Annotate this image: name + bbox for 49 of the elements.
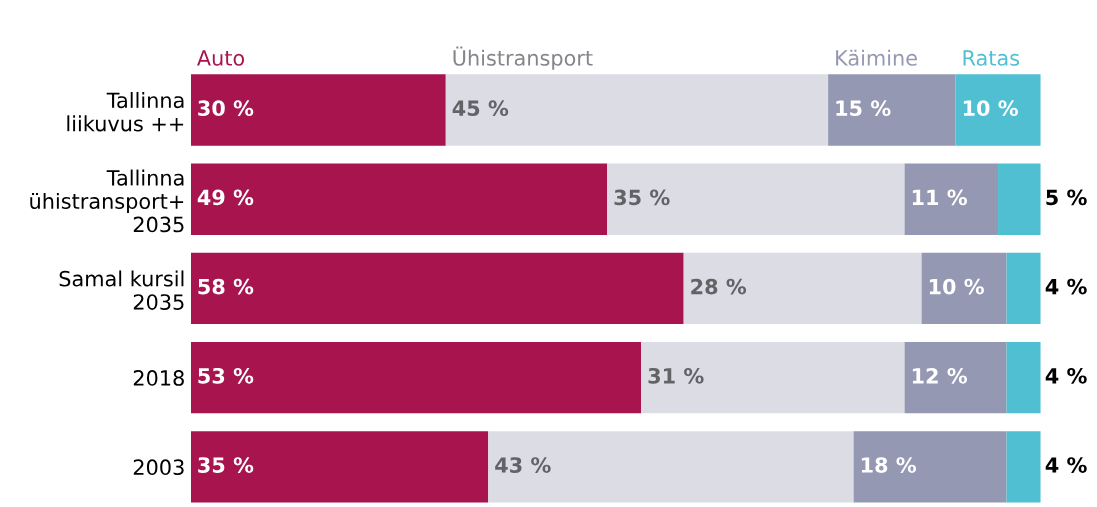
bar <box>1006 431 1041 503</box>
bar <box>921 252 1007 325</box>
data-label: 4 % <box>1045 278 1087 295</box>
data-label: 30 % <box>198 100 254 117</box>
bar <box>190 163 608 235</box>
data-label: 35 % <box>198 457 254 473</box>
data-label: 35 % <box>614 189 670 206</box>
data-label: 11 % <box>912 189 967 206</box>
bar <box>488 431 854 503</box>
bar <box>853 431 1007 503</box>
data-label: 49 % <box>197 189 254 206</box>
bar <box>1006 341 1041 414</box>
series-label: Auto <box>196 50 245 66</box>
y-tick-label: 2003 <box>133 459 184 476</box>
bar <box>955 74 1041 146</box>
bar <box>190 431 489 503</box>
bar <box>828 74 956 146</box>
bar <box>607 163 905 235</box>
bar <box>998 163 1041 235</box>
data-label: 5 % <box>1046 189 1087 206</box>
data-label: 4 % <box>1045 457 1087 473</box>
bar <box>190 74 446 146</box>
series-label: Käimine <box>836 49 917 66</box>
data-label: 15 % <box>836 100 891 117</box>
bar <box>904 341 1007 414</box>
bar <box>190 252 684 325</box>
data-label: 10 % <box>963 100 1018 117</box>
bar <box>190 341 642 414</box>
y-tick-label: Samal kursil 2035 <box>59 270 184 310</box>
data-label: 31 % <box>648 367 704 384</box>
bar <box>445 74 829 146</box>
data-label: 12 % <box>912 367 967 384</box>
bar <box>641 341 905 414</box>
data-label: 28 % <box>691 278 747 295</box>
series-label: Ratas <box>963 50 1020 66</box>
y-tick-label: Tallinna ühistransport+ 2035 <box>30 169 184 233</box>
data-label: 53 % <box>198 367 254 384</box>
data-label: 43 % <box>495 457 551 473</box>
data-label: 18 % <box>861 457 917 473</box>
bar <box>904 163 999 235</box>
data-label: 4 % <box>1045 367 1087 384</box>
bar <box>1006 252 1041 325</box>
series-label: Ühistransport <box>453 46 593 70</box>
data-label: 10 % <box>929 278 984 295</box>
data-label: 45 % <box>452 100 509 117</box>
bar <box>683 252 922 325</box>
data-label: 58 % <box>198 278 254 295</box>
y-tick-label: 2018 <box>133 370 184 386</box>
y-tick-label: Tallinna liikuvus ++ <box>67 92 184 132</box>
